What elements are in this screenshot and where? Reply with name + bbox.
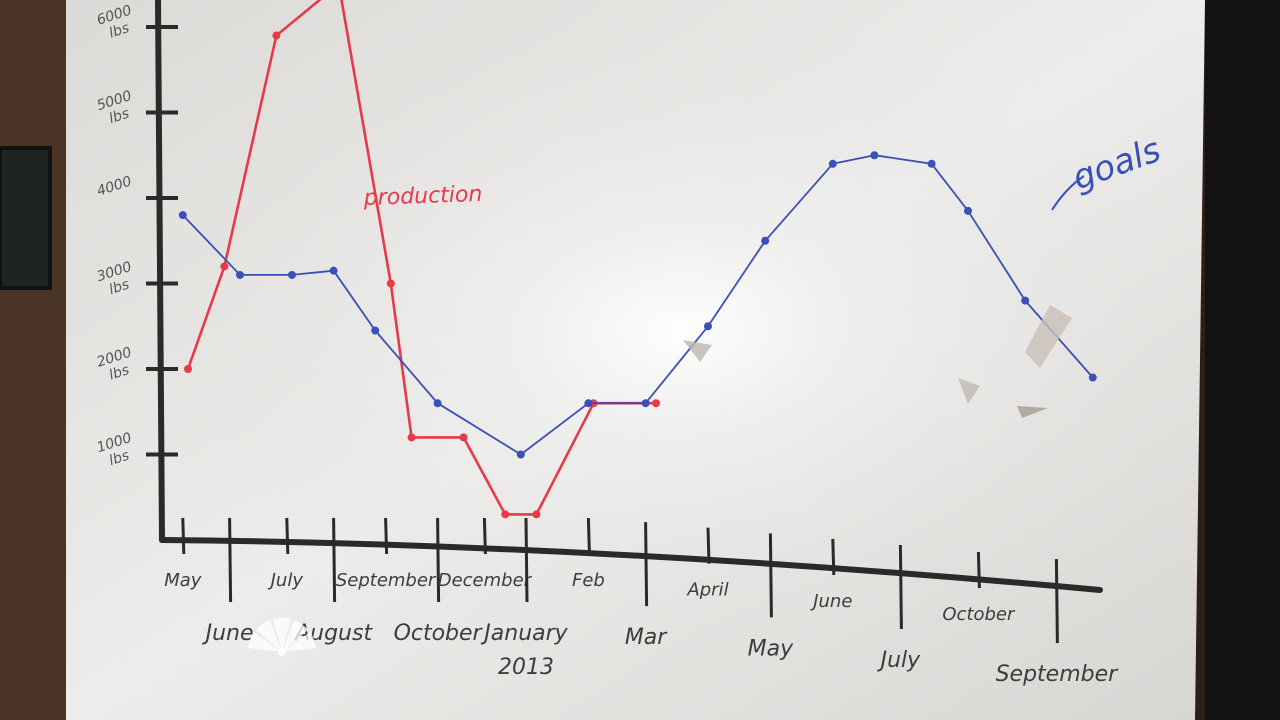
data-point-goals bbox=[433, 399, 442, 408]
x-tick-label: Feb bbox=[572, 570, 605, 591]
data-point-production bbox=[459, 433, 468, 442]
y-tick-label: lbs bbox=[107, 448, 131, 469]
glare-highlight bbox=[66, 0, 1205, 720]
data-point-production bbox=[220, 262, 229, 271]
x-tick-mark bbox=[524, 517, 529, 603]
data-point-goals bbox=[641, 399, 650, 408]
data-point-goals bbox=[761, 236, 770, 245]
x-tick-label: May bbox=[748, 636, 794, 661]
network-logo bbox=[248, 617, 316, 656]
x-tick-label: April bbox=[686, 580, 728, 601]
x-tick-mark bbox=[228, 517, 233, 603]
tape-mark bbox=[1017, 406, 1048, 418]
x-tick-label: December bbox=[438, 570, 533, 591]
data-point-goals bbox=[584, 399, 593, 408]
data-point-goals bbox=[516, 450, 525, 459]
data-point-goals bbox=[371, 326, 380, 335]
production-series-label: production bbox=[362, 182, 482, 211]
x-tick-mark bbox=[285, 517, 290, 555]
data-point-goals bbox=[178, 211, 187, 220]
data-point-goals bbox=[927, 159, 936, 168]
data-point-goals bbox=[288, 270, 296, 279]
data-point-goals bbox=[329, 266, 338, 275]
x-tick-label: October bbox=[394, 621, 484, 646]
x-tick-mark bbox=[768, 533, 773, 618]
x-tick-label: June bbox=[202, 621, 254, 646]
y-tick-label: lbs bbox=[107, 362, 131, 383]
tape-mark bbox=[683, 340, 712, 362]
series-lines bbox=[178, 0, 1097, 519]
data-point-goals bbox=[964, 206, 972, 215]
data-point-production bbox=[272, 31, 281, 40]
x-tick-mark bbox=[332, 517, 337, 603]
picture-frame bbox=[0, 146, 52, 290]
y-tick-label: lbs bbox=[107, 277, 131, 298]
x-tick-mark bbox=[831, 538, 836, 575]
x-tick-label: July bbox=[877, 648, 922, 673]
x-tick-label: September bbox=[996, 662, 1120, 687]
x-axis bbox=[159, 537, 1103, 593]
x-tick-label: January bbox=[480, 621, 568, 646]
x-tick-mark bbox=[706, 527, 711, 564]
data-point-production bbox=[652, 399, 660, 408]
x-tick-mark bbox=[976, 552, 981, 589]
y-tick-label: lbs bbox=[107, 106, 131, 127]
x-tick-mark bbox=[1054, 559, 1059, 644]
x-tick-label: 2013 bbox=[498, 655, 554, 680]
curtain bbox=[1205, 0, 1280, 720]
x-ticks: MayJuneJulyAugustSeptemberOctoberDecembe… bbox=[164, 517, 1120, 687]
x-tick-mark bbox=[898, 545, 903, 630]
data-point-production bbox=[501, 510, 510, 519]
tape-mark bbox=[958, 378, 980, 404]
x-tick-mark bbox=[384, 517, 389, 555]
goals-label-pointer bbox=[1051, 175, 1085, 211]
x-tick-mark bbox=[436, 517, 441, 603]
x-tick-label: July bbox=[268, 570, 304, 591]
data-point-production bbox=[386, 279, 395, 288]
x-tick-label: June bbox=[810, 591, 852, 612]
y-axis bbox=[155, 0, 165, 543]
wall-left bbox=[0, 0, 70, 720]
data-point-production bbox=[532, 510, 541, 519]
x-tick-mark bbox=[482, 517, 487, 555]
data-point-goals bbox=[870, 151, 879, 160]
data-point-production bbox=[184, 365, 192, 373]
x-tick-label: October bbox=[942, 604, 1016, 625]
x-tick-mark bbox=[644, 522, 649, 607]
data-point-production bbox=[407, 433, 416, 442]
tape-mark bbox=[1025, 305, 1072, 368]
x-tick-mark bbox=[181, 517, 186, 555]
data-point-goals bbox=[1088, 373, 1097, 382]
x-tick-label: Mar bbox=[625, 625, 668, 650]
data-point-goals bbox=[704, 322, 712, 331]
y-tick-label: lbs bbox=[107, 20, 131, 41]
x-tick-label: September bbox=[336, 570, 437, 591]
data-point-goals bbox=[828, 159, 837, 168]
data-point-goals bbox=[236, 270, 244, 279]
x-tick-label: May bbox=[164, 570, 202, 591]
data-point-goals bbox=[1021, 296, 1030, 305]
x-tick-mark bbox=[586, 517, 591, 555]
